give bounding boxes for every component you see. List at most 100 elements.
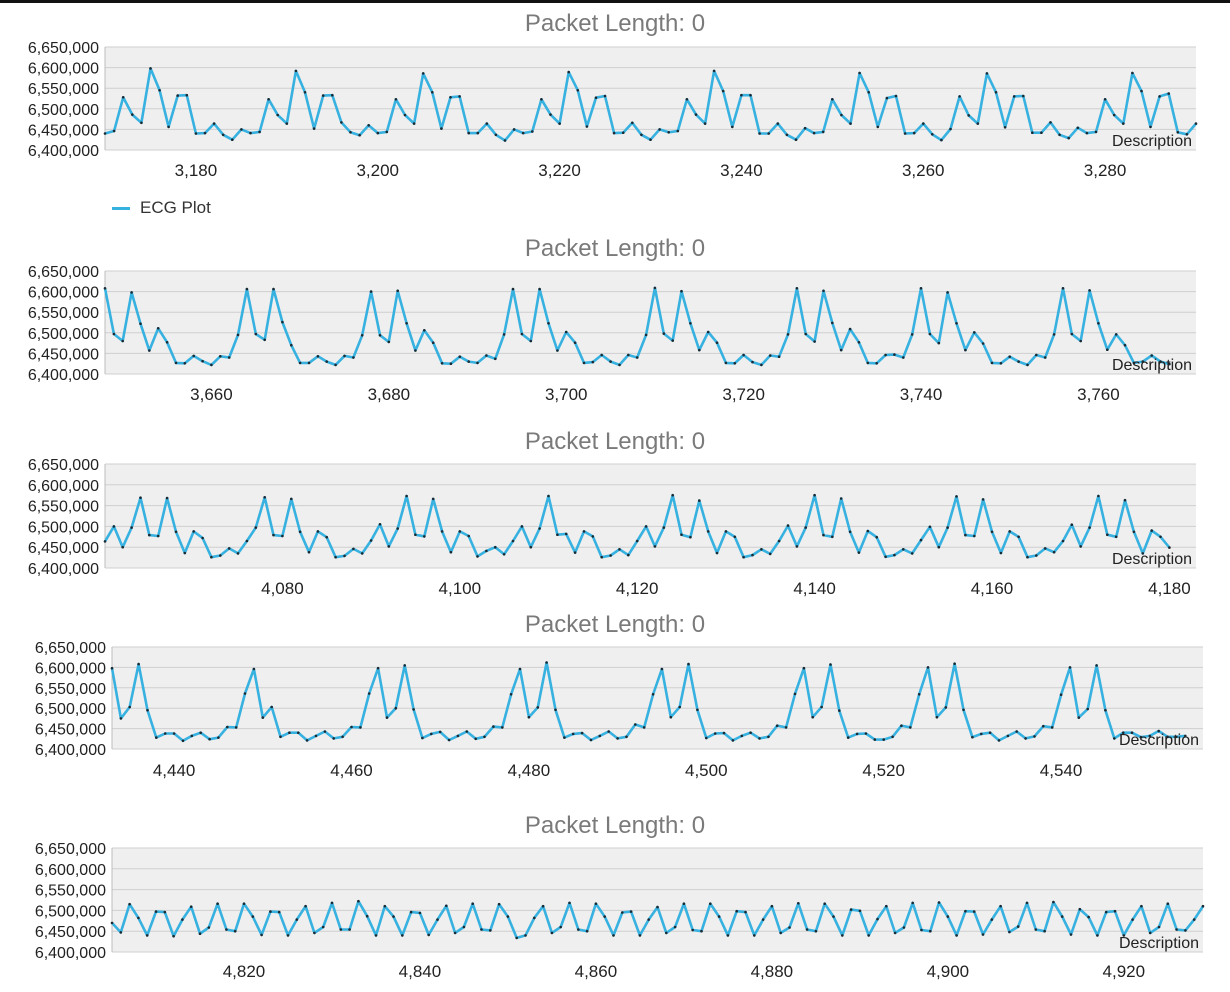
data-point bbox=[999, 904, 1002, 908]
data-point bbox=[529, 339, 533, 343]
data-point bbox=[369, 539, 373, 542]
data-point bbox=[1052, 550, 1056, 554]
data-point bbox=[1141, 552, 1145, 555]
data-point bbox=[533, 916, 536, 920]
data-point bbox=[973, 331, 976, 334]
data-point bbox=[360, 552, 364, 555]
data-point bbox=[554, 708, 557, 712]
data-point bbox=[922, 122, 925, 125]
data-point bbox=[474, 737, 478, 741]
window-top-border bbox=[0, 0, 1230, 3]
data-point bbox=[494, 545, 497, 549]
x-tick-label: 3,220 bbox=[538, 161, 581, 180]
chart-panel-4: 6,400,000 6,450,000 6,500,000 6,550,000 6,60… bbox=[8, 609, 1223, 789]
data-point bbox=[139, 496, 142, 499]
data-point bbox=[185, 93, 189, 97]
data-point bbox=[1114, 535, 1118, 539]
data-point bbox=[656, 905, 659, 909]
data-point bbox=[1148, 931, 1152, 935]
y-tick-label: 6,650,000 bbox=[28, 40, 99, 57]
data-point bbox=[163, 732, 167, 735]
data-point bbox=[536, 706, 540, 709]
data-point bbox=[227, 547, 231, 550]
data-point bbox=[1070, 523, 1074, 526]
data-point bbox=[775, 724, 779, 727]
data-point bbox=[785, 133, 789, 137]
data-point bbox=[990, 530, 994, 534]
data-point bbox=[277, 910, 281, 914]
data-point bbox=[946, 915, 950, 918]
data-point bbox=[471, 902, 475, 905]
data-point bbox=[216, 902, 219, 905]
data-point bbox=[145, 934, 149, 937]
data-point bbox=[902, 548, 905, 551]
data-point bbox=[821, 130, 825, 134]
data-point bbox=[912, 131, 916, 135]
data-point bbox=[1167, 92, 1170, 95]
data-point bbox=[485, 354, 488, 357]
data-point bbox=[1122, 122, 1125, 125]
chart-svg-5: 6,400,000 6,450,000 6,500,000 6,550,000 6,60… bbox=[35, 841, 1205, 981]
data-point bbox=[980, 732, 983, 736]
data-point bbox=[110, 666, 114, 670]
data-point bbox=[1012, 95, 1016, 98]
data-point bbox=[1106, 533, 1109, 536]
data-point bbox=[571, 732, 575, 736]
data-point bbox=[518, 667, 522, 671]
x-tick-label: 4,860 bbox=[575, 962, 618, 981]
data-point bbox=[307, 550, 311, 554]
data-point bbox=[822, 533, 825, 537]
data-point bbox=[559, 925, 562, 929]
data-point bbox=[698, 499, 701, 502]
chart-svg-3: 6,400,000 6,450,000 6,500,000 6,550,000 6,60… bbox=[28, 457, 1196, 598]
x-tick-label: 3,180 bbox=[175, 161, 218, 180]
data-point bbox=[430, 732, 433, 736]
data-point bbox=[644, 333, 648, 337]
data-point bbox=[387, 340, 391, 344]
data-point bbox=[449, 96, 452, 99]
data-point bbox=[427, 933, 431, 937]
data-point bbox=[440, 127, 443, 130]
data-point bbox=[497, 902, 501, 906]
data-point bbox=[476, 131, 480, 135]
y-tick-label: 6,550,000 bbox=[28, 499, 99, 516]
data-point bbox=[512, 128, 516, 131]
data-point bbox=[440, 530, 444, 533]
data-point bbox=[240, 128, 243, 131]
data-point bbox=[243, 692, 247, 695]
x-tick-label: 4,140 bbox=[793, 579, 836, 598]
data-point bbox=[1042, 724, 1045, 728]
data-point bbox=[183, 362, 187, 365]
data-point bbox=[112, 129, 116, 133]
chart-svg-4: 6,400,000 6,450,000 6,500,000 6,550,000 6,60… bbox=[35, 640, 1203, 780]
data-point bbox=[1008, 355, 1011, 358]
data-point bbox=[990, 361, 994, 365]
x-tick-label: 4,900 bbox=[927, 962, 970, 981]
data-point bbox=[671, 339, 674, 342]
data-point bbox=[658, 128, 661, 131]
data-point bbox=[1113, 909, 1117, 913]
data-point bbox=[476, 361, 479, 365]
x-tick-label: 4,820 bbox=[223, 962, 266, 981]
data-point bbox=[304, 904, 307, 908]
chart-panel-2: 6,400,000 6,450,000 6,500,000 6,550,000 6,60… bbox=[0, 233, 1230, 423]
data-point bbox=[779, 931, 782, 935]
data-point bbox=[564, 330, 568, 334]
data-point bbox=[431, 497, 435, 501]
data-point bbox=[503, 139, 507, 142]
data-point bbox=[919, 538, 923, 542]
y-tick-label: 6,500,000 bbox=[28, 326, 99, 343]
data-point bbox=[864, 732, 868, 735]
data-point bbox=[210, 363, 213, 367]
x-tick-label: 4,480 bbox=[508, 761, 551, 780]
data-point bbox=[409, 910, 413, 914]
data-point bbox=[316, 355, 320, 358]
data-point bbox=[1123, 498, 1127, 502]
data-point bbox=[325, 535, 329, 539]
data-point bbox=[776, 122, 780, 125]
data-point bbox=[971, 735, 974, 739]
data-point bbox=[314, 734, 318, 738]
data-point bbox=[1088, 526, 1091, 529]
data-point bbox=[387, 545, 391, 548]
description-label: Description bbox=[1119, 732, 1199, 749]
